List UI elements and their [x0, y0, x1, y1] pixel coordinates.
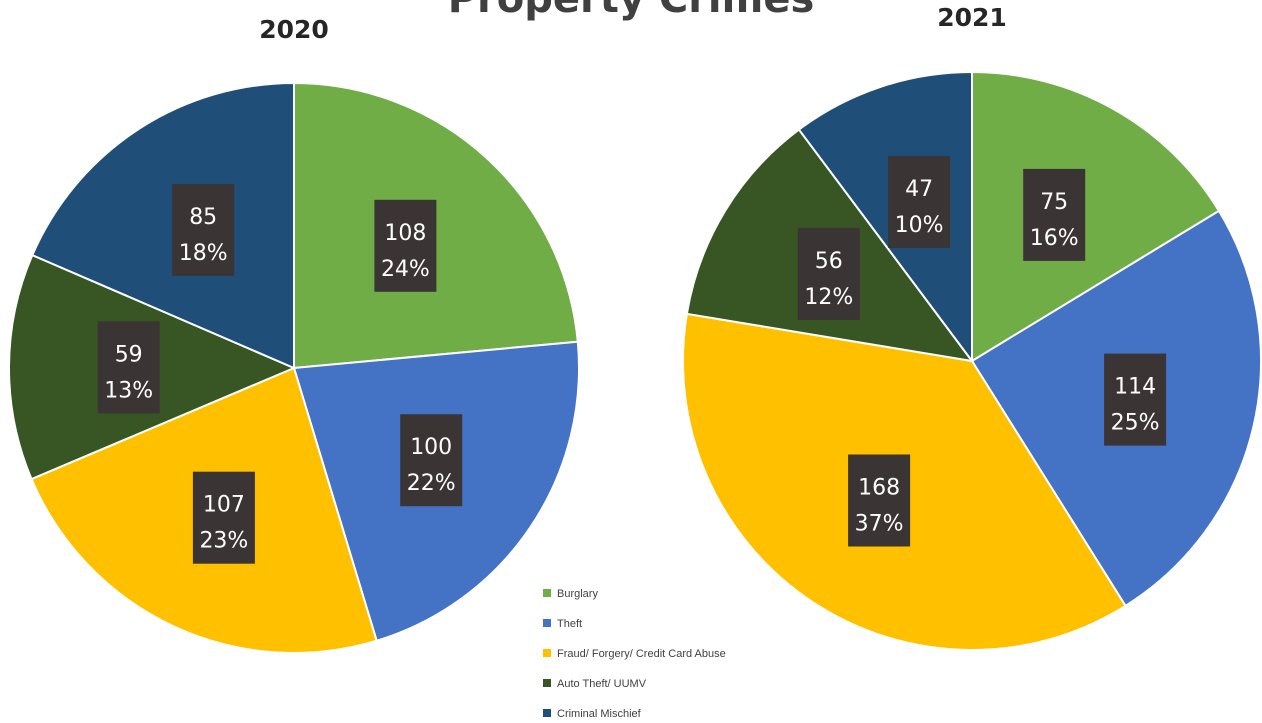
pie-2021-slice-burglary: [971, 70, 1221, 363]
pie-2021-value-label-fraud-forgery-credit-card-abuse: 168: [858, 476, 900, 501]
pie-2020-label-box-auto-theft-uumv: [97, 321, 160, 414]
pie-2020-label-box-fraud-forgery-credit-card-abuse: [192, 471, 255, 564]
legend-label-auto-theft-uumv: Auto Theft/ UUMV: [557, 678, 647, 690]
pie-2020-value-label-criminal-mischief: 85: [189, 205, 217, 230]
legend-label-fraud-forgery-credit-card-abuse: Fraud/ Forgery/ Credit Card Abuse: [557, 648, 726, 660]
pie-2021-label-box-criminal-mischief: [888, 155, 951, 248]
pie-2021-percent-label-fraud-forgery-credit-card-abuse: 37%: [855, 512, 904, 537]
pie-2020-title: 2020: [259, 15, 329, 44]
pie-2021-value-label-burglary: 75: [1040, 190, 1068, 215]
legend-swatch-auto-theft-uumv: [543, 679, 551, 687]
pie-2020-percent-label-burglary: 24%: [381, 257, 430, 282]
pie-2021-slice-criminal-mischief: [797, 70, 973, 365]
legend-swatch-criminal-mischief: [543, 709, 551, 717]
pie-2020-percent-label-theft: 22%: [407, 471, 456, 496]
pie-2020-label-box-theft: [400, 414, 463, 507]
pie-2020-percent-label-auto-theft-uumv: 13%: [104, 378, 153, 403]
pie-2020-value-label-fraud-forgery-credit-card-abuse: 107: [203, 493, 245, 518]
legend-label-burglary: Burglary: [557, 588, 598, 600]
legend-label-criminal-mischief: Criminal Mischief: [557, 708, 642, 720]
pie-2020-label-box-criminal-mischief: [172, 183, 235, 276]
legend-swatch-burglary: [543, 589, 551, 597]
pie-2020-value-label-auto-theft-uumv: 59: [115, 342, 143, 367]
pie-2021-label-box-fraud-forgery-credit-card-abuse: [848, 454, 911, 547]
pie-2021-title: 2021: [937, 3, 1007, 32]
legend-swatch-fraud-forgery-credit-card-abuse: [543, 649, 551, 657]
pie-2021-value-label-theft: 114: [1114, 375, 1156, 400]
pie-2021-percent-label-theft: 25%: [1111, 411, 1160, 436]
pie-2020-percent-label-fraud-forgery-credit-card-abuse: 23%: [199, 529, 248, 554]
pie-2021-percent-label-auto-theft-uumv: 12%: [804, 285, 853, 310]
pie-2021-label-box-burglary: [1023, 168, 1086, 261]
legend: Burglary Theft Fraud/ Forgery/ Credit Card…: [543, 588, 726, 720]
chart-title: Property Crimes: [448, 0, 815, 22]
pie-2021-value-label-auto-theft-uumv: 56: [815, 249, 843, 274]
pie-2020-label-box-burglary: [374, 199, 437, 292]
pie-2020-slice-criminal-mischief: [30, 81, 295, 370]
pie-2021-percent-label-criminal-mischief: 10%: [895, 213, 944, 238]
pie-2021-percent-label-burglary: 16%: [1030, 226, 1079, 251]
legend-label-theft: Theft: [557, 618, 582, 630]
pie-2020-value-label-burglary: 108: [384, 221, 426, 246]
pie-2021: 75 16% 114 25% 168 37% 56 12% 47 10%: [682, 70, 1262, 651]
pie-2020-value-label-theft: 100: [410, 435, 452, 460]
pie-2020: 108 24% 100 22% 107 23% 59 13% 85 18%: [8, 81, 580, 655]
pie-2020-percent-label-criminal-mischief: 18%: [179, 241, 228, 266]
legend-swatch-theft: [543, 619, 551, 627]
pie-2021-label-box-auto-theft-uumv: [797, 227, 860, 320]
pie-2021-label-box-theft: [1104, 353, 1167, 446]
pie-2021-value-label-criminal-mischief: 47: [905, 177, 933, 202]
